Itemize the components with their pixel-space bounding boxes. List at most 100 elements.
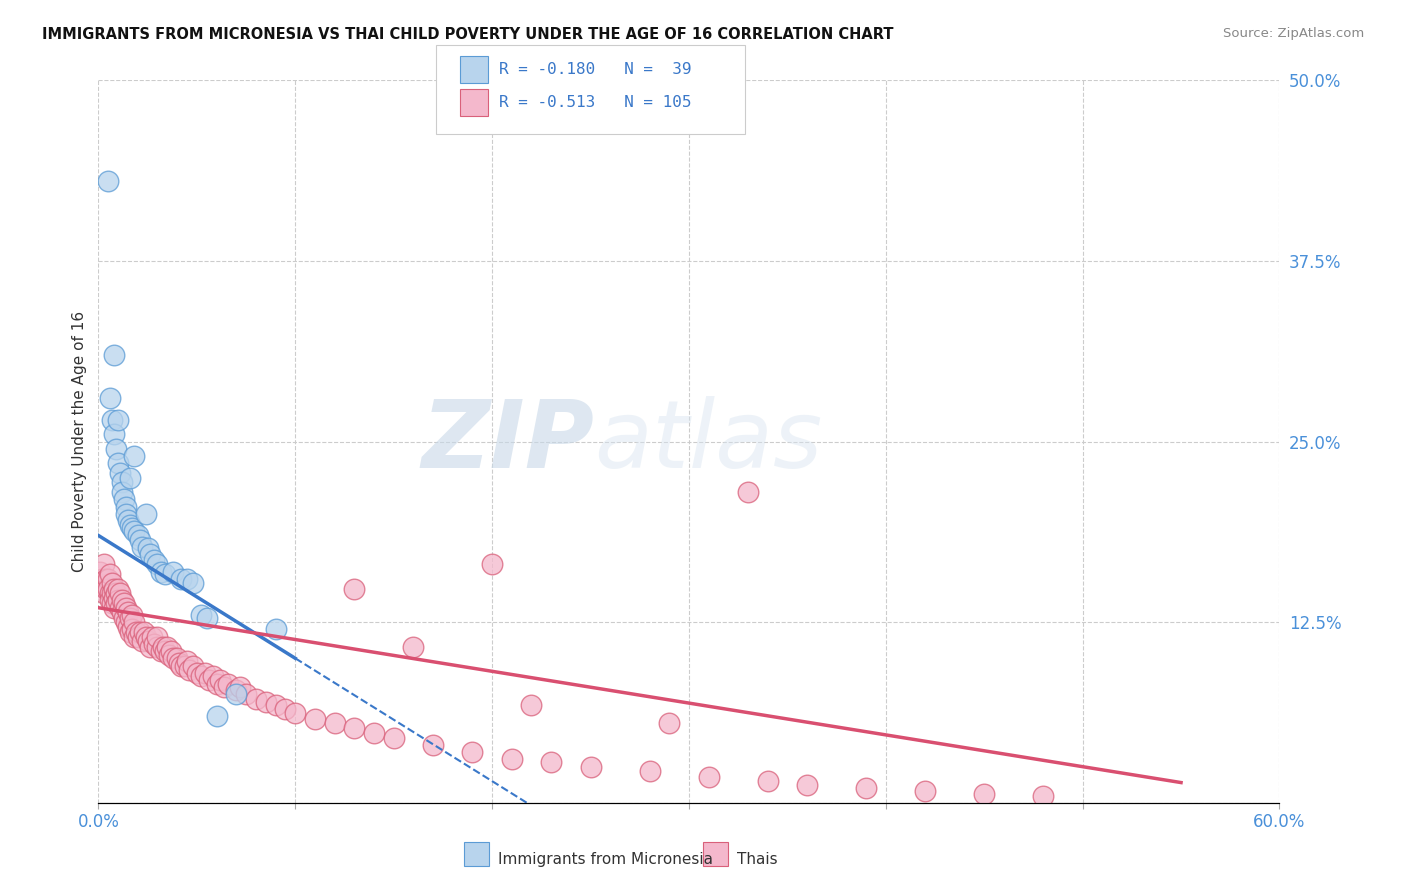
Point [107, 456, 129, 470]
Point [217, 677, 239, 691]
Point [103, 591, 125, 605]
Point [363, 726, 385, 740]
Point [170, 572, 193, 586]
Point [176, 572, 198, 586]
Point [135, 507, 157, 521]
Point [96, 572, 118, 586]
Point [118, 518, 141, 533]
Point [108, 586, 131, 600]
Point [142, 553, 165, 567]
Point [162, 651, 184, 665]
Point [737, 485, 759, 500]
Point [157, 648, 180, 663]
Point [121, 607, 143, 622]
Y-axis label: Child Poverty Under the Age of 16: Child Poverty Under the Age of 16 [72, 311, 87, 572]
Point [91, 579, 114, 593]
Point [197, 673, 219, 687]
Point [117, 512, 139, 526]
Text: ZIP: ZIP [422, 395, 595, 488]
Point [107, 593, 129, 607]
Point [195, 611, 218, 625]
Point [155, 567, 177, 582]
Point [264, 623, 287, 637]
Point [162, 565, 184, 579]
Point [115, 507, 138, 521]
Point [136, 541, 159, 556]
Point [146, 630, 169, 644]
Point [117, 605, 139, 619]
Point [156, 640, 179, 654]
Point [150, 565, 173, 579]
Point [111, 593, 134, 607]
Point [111, 605, 134, 619]
Point [176, 654, 198, 668]
Text: atlas: atlas [595, 396, 823, 487]
Point [98, 567, 121, 582]
Point [105, 442, 128, 456]
Point [122, 615, 145, 630]
Point [98, 593, 121, 607]
Point [756, 774, 779, 789]
Point [138, 547, 160, 561]
Point [101, 596, 124, 610]
Text: R = -0.180   N =  39: R = -0.180 N = 39 [499, 62, 692, 77]
Point [103, 600, 125, 615]
Point [186, 665, 208, 680]
Point [343, 582, 366, 596]
Point [194, 665, 217, 680]
Point [138, 640, 160, 654]
Point [132, 625, 155, 640]
Point [117, 619, 139, 633]
Point [118, 470, 141, 484]
Point [96, 582, 118, 596]
Point [225, 687, 247, 701]
Point [131, 634, 153, 648]
Point [127, 630, 149, 644]
Text: R = -0.513   N = 105: R = -0.513 N = 105 [499, 95, 692, 110]
Point [135, 630, 157, 644]
Point [201, 668, 224, 682]
Point [855, 781, 877, 796]
Point [98, 586, 121, 600]
Point [101, 586, 124, 600]
Point [382, 731, 405, 745]
Point [209, 673, 232, 687]
Text: Immigrants from Micronesia: Immigrants from Micronesia [498, 853, 713, 867]
Point [245, 691, 267, 706]
Point [128, 533, 150, 547]
Point [229, 680, 252, 694]
Point [170, 658, 193, 673]
Point [98, 391, 121, 405]
Point [125, 625, 148, 640]
Point [225, 683, 247, 698]
Point [118, 611, 141, 625]
Point [501, 752, 523, 766]
Point [284, 706, 307, 721]
Point [274, 702, 297, 716]
Text: Thais: Thais [737, 853, 778, 867]
Point [103, 348, 125, 362]
Point [235, 687, 257, 701]
Point [166, 651, 188, 665]
Point [481, 558, 503, 572]
Point [107, 582, 129, 596]
Point [105, 586, 128, 600]
Point [343, 721, 366, 735]
Point [122, 524, 145, 538]
Point [97, 174, 120, 188]
Point [112, 596, 135, 610]
Point [115, 500, 138, 514]
Point [127, 528, 149, 542]
Point [697, 770, 720, 784]
Point [101, 413, 124, 427]
Point [520, 698, 543, 712]
Point [136, 634, 159, 648]
Point [658, 716, 681, 731]
Text: IMMIGRANTS FROM MICRONESIA VS THAI CHILD POVERTY UNDER THE AGE OF 16 CORRELATION: IMMIGRANTS FROM MICRONESIA VS THAI CHILD… [42, 27, 894, 42]
Point [122, 630, 145, 644]
Point [115, 615, 138, 630]
Point [146, 558, 169, 572]
Point [205, 709, 228, 723]
Point [174, 658, 197, 673]
Point [112, 611, 135, 625]
